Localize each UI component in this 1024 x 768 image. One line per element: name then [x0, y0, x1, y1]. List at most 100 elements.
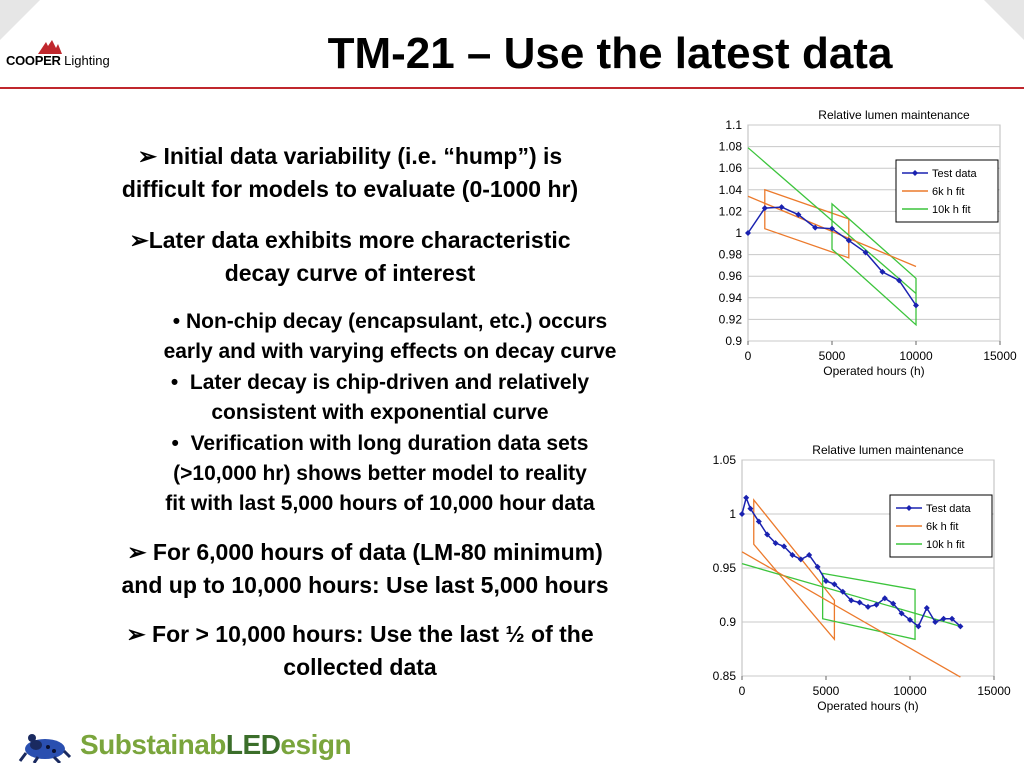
legend-label: 6k h fit [926, 521, 958, 533]
data-point [856, 599, 863, 606]
data-point [747, 505, 754, 512]
series-line [741, 551, 961, 678]
legend-marker [906, 505, 912, 511]
bullet-line: Initial data variability (i.e. “hump”) i… [163, 143, 563, 169]
y-tick-label: 1 [735, 226, 742, 240]
data-point [761, 205, 768, 212]
legend-box [895, 159, 999, 223]
data-point [745, 230, 751, 236]
x-tick-label: 15000 [983, 349, 1017, 363]
x-tick-label: 0 [745, 349, 752, 363]
y-tick-label: 0.9 [719, 615, 736, 629]
y-tick-label: 1.04 [719, 183, 743, 197]
y-tick-label: 0.95 [713, 561, 737, 575]
data-point [957, 623, 964, 630]
slide-corner-decoration [0, 0, 40, 40]
y-tick-label: 1.02 [719, 204, 743, 218]
slide-title: TM-21 – Use the latest data [327, 29, 893, 78]
data-point [848, 597, 855, 604]
legend-label: 10k h fit [932, 204, 971, 216]
legend-marker [912, 170, 918, 176]
data-point [823, 577, 829, 584]
bullet-item: ➢ For > 10,000 hours: Use the last ½ of … [70, 618, 650, 684]
y-tick-label: 1.08 [719, 140, 743, 154]
x-tick-label: 0 [739, 684, 746, 698]
data-point [764, 531, 771, 538]
brand-led: LED [225, 729, 281, 760]
brand-part: Substainab [80, 729, 226, 760]
legend-label: Test data [932, 168, 978, 180]
data-point [949, 615, 955, 622]
legend-label: 10k h fit [926, 539, 965, 551]
brand-wordmark: SubstainabLEDesign [80, 729, 352, 761]
bullet-line: fit with last 5,000 hours of 10,000 hour… [165, 492, 595, 515]
chart-bottom: Relative lumen maintenance 0.85 0.9 0.95 1 1.… [694, 438, 1014, 723]
logo-text: COOPER Lighting [6, 53, 110, 68]
chart-title: Relative lumen maintenance [818, 108, 970, 122]
y-tick-label: 0.96 [719, 269, 743, 283]
x-tick-label: 10000 [893, 684, 927, 698]
lumen-chart-10k: Relative lumen maintenance 0.9 0.92 0.94 0.9… [719, 108, 1017, 378]
brand-part: esign [280, 729, 352, 760]
data-point [778, 204, 785, 211]
data-point [755, 518, 762, 525]
substainabled-design-logo: SubstainabLEDesign [18, 723, 378, 768]
x-tick-label: 15000 [977, 684, 1011, 698]
data-point [839, 588, 846, 595]
data-point [743, 494, 750, 501]
data-point [923, 604, 930, 611]
x-tick-label: 5000 [819, 349, 846, 363]
y-tick-label: 0.9 [725, 334, 742, 348]
y-tick-label: 0.92 [719, 312, 743, 326]
bullet-marker-icon: ➢ [129, 227, 149, 253]
data-point [940, 615, 947, 622]
data-point [739, 511, 745, 517]
series-line [747, 147, 917, 294]
y-tick-label: 0.98 [719, 248, 743, 262]
logo-brand: COOPER [6, 53, 61, 68]
bullet-marker-icon: ➢ [127, 539, 147, 565]
fit-window [831, 202, 917, 327]
data-point [814, 563, 821, 570]
bullet-line: Verification with long duration data set… [190, 432, 589, 455]
data-point [845, 237, 852, 244]
bullet-item: ➢ Initial data variability (i.e. “hump”)… [70, 140, 630, 206]
cooper-lighting-logo: COOPER Lighting [6, 38, 146, 78]
chart-title: Relative lumen maintenance [812, 443, 964, 457]
bullet-dot-icon: • [172, 310, 181, 333]
bullet-dot-icon: • [170, 371, 179, 394]
data-point [789, 552, 796, 559]
bullet-line: consistent with exponential curve [211, 401, 549, 424]
y-tick-label: 1.06 [719, 161, 743, 175]
fit-window [764, 188, 850, 259]
data-point [806, 552, 813, 559]
bullet-line: For > 10,000 hours: Use the last ½ of th… [152, 621, 594, 647]
data-point [898, 610, 905, 617]
data-point [862, 249, 869, 256]
data-point [795, 211, 802, 218]
bullet-line: collected data [283, 654, 437, 680]
sub-bullet-item: • Verification with long duration data s… [100, 429, 660, 519]
y-tick-label: 0.85 [713, 669, 737, 683]
data-point [781, 543, 787, 550]
bullet-line: Non-chip decay (encapsulant, etc.) occur… [185, 310, 608, 333]
data-point [831, 581, 838, 588]
x-tick-label: 5000 [813, 684, 840, 698]
bullet-line: early and with varying effects on decay … [163, 340, 617, 363]
data-point [932, 619, 939, 625]
bullet-marker-icon: ➢ [126, 621, 146, 647]
bullet-item: ➢ For 6,000 hours of data (LM-80 minimum… [50, 536, 680, 602]
y-tick-label: 0.94 [719, 291, 743, 305]
data-point [797, 556, 804, 563]
bullet-dot-icon: • [171, 432, 179, 455]
bullet-item: ➢Later data exhibits more characteristic… [70, 224, 630, 290]
cooper-logo-mark-icon [38, 40, 62, 54]
fit-window [821, 572, 916, 641]
series-line [741, 495, 961, 628]
legend-label: Test data [926, 503, 972, 515]
bullet-line: For 6,000 hours of data (LM-80 minimum) [152, 539, 603, 565]
bullet-line: Later decay is chip-driven and relativel… [189, 371, 590, 394]
bullet-line: decay curve of interest [224, 260, 476, 286]
frog-icon [18, 734, 72, 763]
sub-bullet-item: • Later decay is chip-driven and relativ… [100, 368, 660, 428]
